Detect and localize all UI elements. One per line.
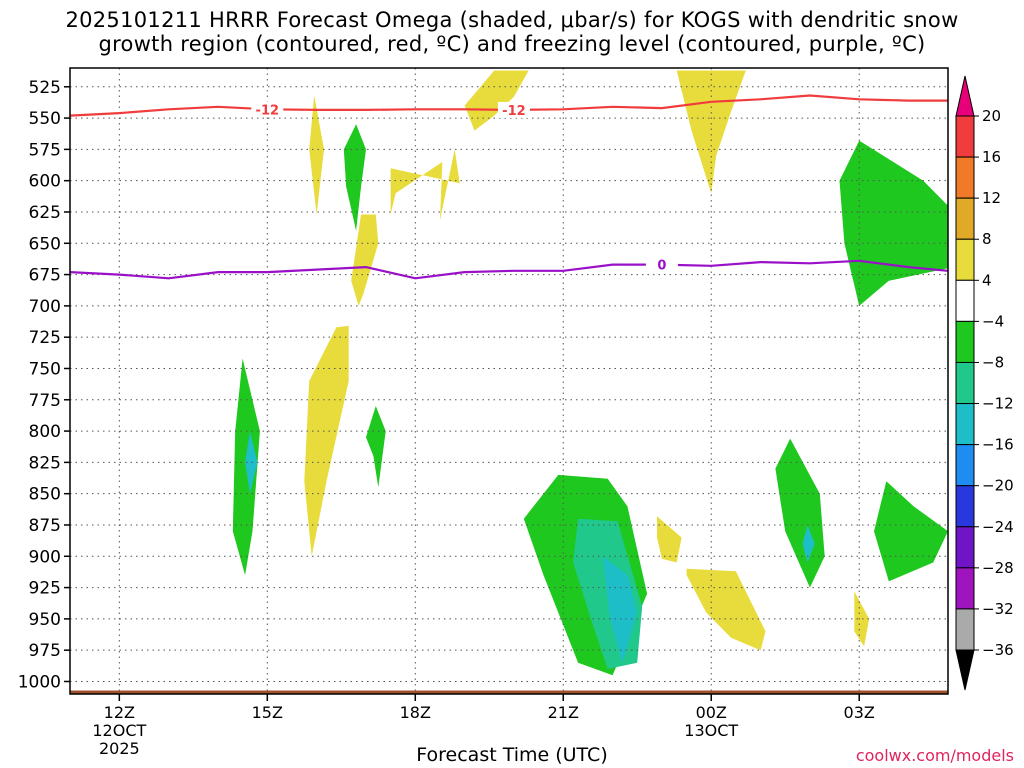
grid-layer [70, 68, 948, 694]
y-tick-label-600: 600 [29, 172, 61, 192]
colorbar-box-0 [955, 115, 975, 158]
colorbar-label-7: −12 [982, 395, 1014, 413]
colorbar: 20 16 12 8 4 −4 −8 −12 −16 −20 −24 −28 −32 −36 [955, 75, 1014, 691]
y-tick-label-550: 550 [29, 109, 61, 129]
x-tick-label-15Z: 15Z [252, 703, 283, 722]
omega-region-0 [464, 70, 529, 131]
colorbar-label-10: −24 [982, 518, 1014, 536]
colorbar-label-13: −36 [982, 641, 1014, 659]
chart-title-line-1: 2025101211 HRRR Forecast Omega (shaded, … [65, 8, 959, 32]
omega-shading-layer [232, 70, 948, 676]
y-tick-label-725: 725 [29, 328, 61, 348]
freezing-level-label-0: 0 [657, 259, 666, 274]
dgz-isotherm-label-0: -12 [256, 103, 280, 118]
colorbar-box-11 [955, 567, 975, 610]
colorbar-top-arrow [955, 75, 975, 117]
y-tick-label-775: 775 [29, 391, 61, 411]
y-tick-label-650: 650 [29, 234, 61, 254]
y-tick-label-825: 825 [29, 453, 61, 473]
y-tick-label-625: 625 [29, 203, 61, 223]
colorbar-box-5 [955, 320, 975, 363]
y-tick-label-975: 975 [29, 641, 61, 661]
colorbar-box-7 [955, 403, 975, 446]
colorbar-box-4 [955, 279, 975, 322]
x-tick-label-03Z: 03Z [844, 703, 875, 722]
colorbar-label-12: −32 [982, 600, 1014, 618]
contour-layer: -12 -12 0 [69, 94, 949, 280]
omega-region-3 [390, 149, 460, 221]
y-axis: 525 550 575 600 625 650 675 700 725 750 775 800 825 8… [18, 78, 70, 692]
omega-region-4 [351, 214, 379, 306]
x-tick-label-12Z: 12Z [104, 703, 135, 722]
colorbar-label-1: 16 [982, 148, 1001, 166]
y-tick-label-675: 675 [29, 266, 61, 286]
colorbar-bottom-arrow [955, 649, 975, 691]
omega-region-6 [657, 516, 682, 563]
y-tick-label-800: 800 [29, 422, 61, 442]
omega-region-19 [802, 525, 815, 563]
y-tick-label-700: 700 [29, 297, 61, 317]
y-tick-label-750: 750 [29, 359, 61, 379]
colorbar-box-8 [955, 444, 975, 487]
y-tick-label-850: 850 [29, 485, 61, 505]
omega-region-9 [343, 124, 366, 231]
colorbar-label-4: 4 [982, 271, 992, 289]
colorbar-box-1 [955, 156, 975, 199]
y-tick-label-525: 525 [29, 78, 61, 98]
y-tick-label-1000: 1000 [18, 672, 61, 692]
colorbar-label-3: 8 [982, 230, 992, 248]
credit-link[interactable]: coolwx.com/models [855, 746, 1014, 765]
colorbar-label-0: 20 [982, 107, 1001, 125]
colorbar-label-6: −8 [982, 353, 1004, 371]
x-tick-date-00Z: 13OCT [684, 721, 738, 740]
omega-region-8 [854, 591, 870, 647]
y-tick-label-875: 875 [29, 516, 61, 536]
omega-region-11 [366, 406, 386, 488]
y-tick-label-925: 925 [29, 579, 61, 599]
omega-region-5 [304, 325, 349, 557]
x-tick-label-18Z: 18Z [400, 703, 431, 722]
colorbar-box-6 [955, 361, 975, 405]
colorbar-label-9: −20 [982, 477, 1014, 495]
dgz-isotherm-label-bg-0 [251, 101, 284, 118]
chart-title-line-2: growth region (contoured, red, ºC) and f… [98, 32, 926, 56]
surface-strip-layer [70, 690, 948, 694]
colorbar-box-3 [955, 238, 975, 281]
y-tick-label-900: 900 [29, 547, 61, 567]
y-tick-label-575: 575 [29, 140, 61, 160]
colorbar-box-12 [955, 608, 975, 651]
plot-frame [69, 67, 949, 695]
freezing-level-line [69, 259, 949, 280]
x-tick-date-12Z: 12OCT [92, 721, 146, 740]
colorbar-box-9 [955, 485, 975, 528]
x-tick-year-12Z: 2025 [99, 739, 140, 758]
x-axis-title: Forecast Time (UTC) [416, 744, 608, 766]
omega-region-13 [775, 438, 825, 588]
surface-strip [70, 690, 948, 694]
freezing-level-label-bg-0 [645, 256, 678, 273]
colorbar-box-2 [955, 197, 975, 240]
omega-region-14 [874, 481, 948, 582]
omega-region-17 [602, 556, 638, 663]
x-tick-label-00Z: 00Z [696, 703, 727, 722]
omega-region-1 [676, 70, 746, 194]
colorbar-label-11: −28 [982, 559, 1014, 577]
omega-region-7 [686, 568, 766, 651]
y-tick-label-950: 950 [29, 610, 61, 630]
omega-region-18 [245, 431, 258, 494]
colorbar-label-5: −4 [982, 312, 1004, 330]
omega-region-2 [309, 95, 324, 215]
colorbar-label-8: −16 [982, 436, 1014, 454]
x-tick-label-21Z: 21Z [548, 703, 579, 722]
dgz-isotherm-label-1: -12 [502, 104, 526, 119]
colorbar-label-2: 12 [982, 189, 1001, 207]
dgz-isotherm-label-bg-1 [497, 101, 530, 118]
colorbar-box-10 [955, 526, 975, 569]
omega-region-15 [839, 140, 948, 306]
